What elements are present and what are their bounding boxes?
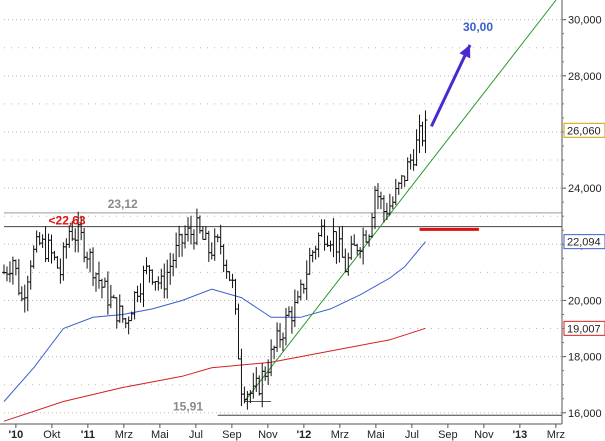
labels-layer: 30,00 23,12 <22,63 15,91 — [49, 20, 494, 413]
value-badge — [563, 122, 605, 138]
y-tick-label: 16,000 — [568, 408, 602, 420]
annotation-resistance: 23,12 — [108, 197, 138, 211]
x-tick-label: '12 — [296, 429, 311, 441]
x-tick-label: Mrz — [115, 429, 133, 441]
annotation-low: 15,91 — [173, 399, 203, 413]
moving-averages — [3, 241, 426, 422]
target-arrow — [430, 44, 472, 127]
price-bars — [2, 110, 428, 410]
x-tick-label: Nov — [474, 429, 494, 441]
x-tick-label: Mai — [151, 429, 169, 441]
y-tick-label: 30,000 — [568, 15, 602, 27]
x-tick-label: Okt — [43, 429, 60, 441]
value-badge-label: 22,094 — [567, 237, 601, 249]
x-tick-label: Sep — [222, 429, 242, 441]
x-tick-label: Jul — [189, 429, 203, 441]
x-tick-label: '13 — [512, 429, 527, 441]
reference-lines — [4, 212, 562, 416]
x-tick-label: Mrz — [331, 429, 349, 441]
x-tick-label: '10 — [8, 429, 23, 441]
trendline — [244, 0, 557, 402]
moving-average-blue — [3, 241, 426, 402]
x-tick-label: Sep — [438, 429, 458, 441]
annotation-support: <22,63 — [49, 214, 86, 228]
y-tick-label: 20,000 — [568, 295, 602, 307]
value-badge-label: 19,007 — [567, 323, 601, 335]
y-tick-label: 24,000 — [568, 183, 602, 195]
trendline-layer — [244, 0, 557, 403]
value-badge — [563, 320, 605, 336]
target-arrow-head — [459, 44, 471, 59]
value-badge-label: 26,060 — [567, 125, 601, 137]
y-tick-label: 28,000 — [568, 71, 602, 83]
value-badge — [563, 234, 605, 250]
grid-layer — [4, 19, 562, 414]
x-tick-label: Jul — [405, 429, 419, 441]
target-label: 30,00 — [463, 20, 493, 34]
markers-layer — [419, 44, 479, 231]
y-tick-label: 18,000 — [568, 352, 602, 364]
x-tick-label: Mai — [367, 429, 385, 441]
moving-average-red — [3, 327, 426, 422]
x-tick-label: Nov — [258, 429, 278, 441]
x-tick-label: Mrz — [547, 429, 565, 441]
x-tick-label: '11 — [81, 429, 95, 441]
